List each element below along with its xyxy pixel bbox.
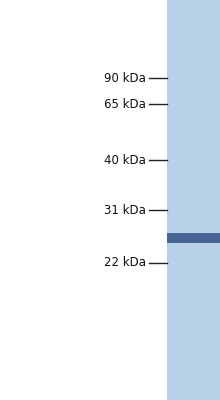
Text: 31 kDa: 31 kDa xyxy=(104,204,146,216)
Text: 90 kDa: 90 kDa xyxy=(104,72,146,84)
Bar xyxy=(167,233,220,243)
Text: 22 kDa: 22 kDa xyxy=(104,256,146,270)
Bar xyxy=(167,0,220,400)
Text: 65 kDa: 65 kDa xyxy=(104,98,146,110)
Text: 40 kDa: 40 kDa xyxy=(104,154,146,166)
